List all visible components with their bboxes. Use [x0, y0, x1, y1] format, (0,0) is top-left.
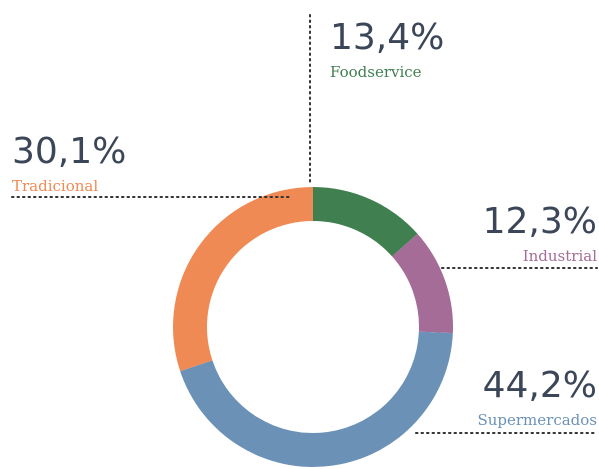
- donut-segment: [392, 233, 454, 334]
- donut-segment: [180, 331, 453, 468]
- category-label: Foodservice: [330, 63, 422, 81]
- donut-segment: [313, 187, 418, 257]
- value-label: 12,3%: [483, 201, 597, 242]
- donut-segment: [173, 187, 313, 372]
- value-label: 30,1%: [12, 131, 126, 172]
- category-label: Supermercados: [477, 411, 597, 429]
- value-label: 13,4%: [330, 17, 444, 58]
- category-label: Tradicional: [12, 177, 98, 195]
- category-label: Industrial: [523, 247, 597, 265]
- value-label: 44,2%: [483, 365, 597, 406]
